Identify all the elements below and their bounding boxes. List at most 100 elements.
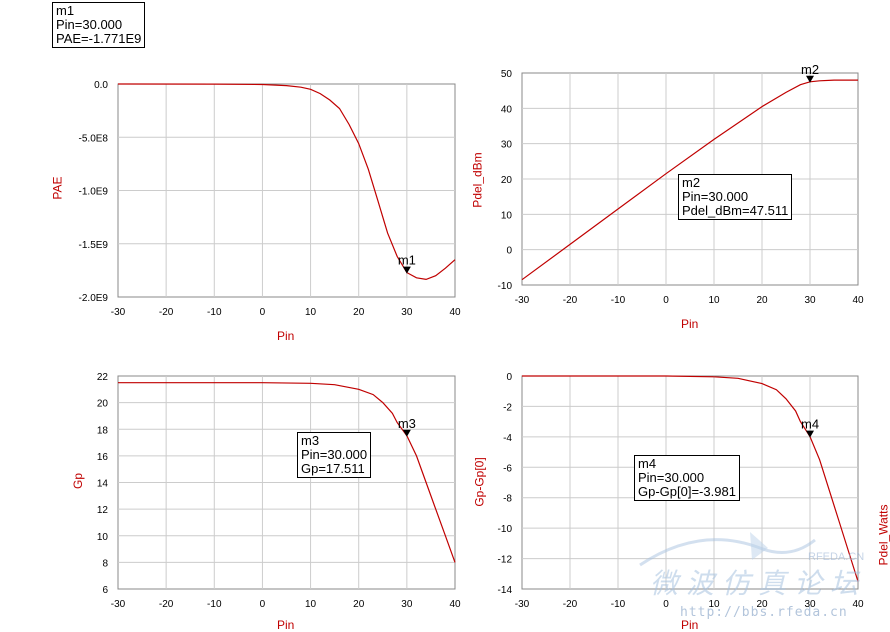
chart3-y-tick-label: 16 (97, 452, 109, 463)
chart4-x-label: Pin (681, 618, 699, 632)
marker-box-line: Pin=30.000 (638, 470, 705, 485)
watermark-logo: 微波仿真论坛 (650, 567, 867, 600)
chart4-y-tick-label: -8 (503, 494, 512, 505)
marker-box-m2[interactable]: m2 Pin=30.000 Pdel_dBm=47.511 (678, 174, 793, 220)
chart2-x-tick-label: -30 (515, 295, 530, 306)
chart4-y-tick-label: -14 (498, 585, 513, 596)
chart1-y-tick-label: -2.0E9 (79, 293, 109, 304)
chart4-x-tick-label: 20 (756, 599, 768, 610)
chart2-y-tick-label: 30 (501, 140, 513, 151)
chart3-x-label: Pin (277, 618, 295, 632)
chart4-y-tick-label: 0 (506, 372, 512, 383)
chart1-x-tick-label: 20 (353, 307, 365, 318)
chart4-y-tick-label: -4 (503, 433, 512, 444)
watermark-small-text: RFEDA.CN (808, 551, 865, 563)
chart4-x-tick-label: 0 (663, 599, 669, 610)
chart3-y-tick-label: 6 (102, 585, 108, 596)
chart1-y-tick-label: -1.5E9 (79, 240, 109, 251)
chart1-y-tick-label: -5.0E8 (79, 133, 109, 144)
chart4-x-tick-label: 40 (852, 599, 864, 610)
chart4-series-line (522, 375, 859, 582)
chart2-y-tick-label: 40 (501, 104, 513, 115)
chart1-x-tick-label: -10 (207, 307, 222, 318)
chart2-x-label: Pin (681, 317, 699, 331)
chart1-x-tick-label: 30 (401, 307, 413, 318)
chart2-y-tick-label: 10 (501, 210, 513, 221)
chart1-x-tick-label: 10 (305, 307, 317, 318)
chart2-x-tick-label: 30 (804, 295, 816, 306)
chart2-y-tick-label: -10 (498, 281, 513, 292)
chart1-x-tick-label: 0 (260, 307, 266, 318)
chart4-x-tick-label: 30 (804, 599, 816, 610)
chart3-x-tick-label: 0 (260, 599, 266, 610)
marker-box-line: Gp-Gp[0]=-3.981 (638, 484, 736, 499)
chart2-x-tick-label: -20 (563, 295, 578, 306)
chart4-y-label: Gp-Gp[0] (472, 457, 487, 507)
marker-box-line: Pdel_dBm=47.511 (682, 203, 789, 218)
marker-box-m1[interactable]: m1 Pin=30.000 PAE=-1.771E9 (52, 2, 146, 48)
chart4-x-tick-label: -20 (563, 599, 578, 610)
chart2-y-tick-label: 0 (506, 246, 512, 257)
marker-box-line: m1 (56, 3, 75, 18)
chart1-y-tick-label: -1.0E9 (79, 187, 109, 198)
chart3-x-tick-label: 20 (353, 599, 365, 610)
chart2-y-tick-label: 50 (501, 69, 513, 80)
chart1-series-line (117, 83, 456, 281)
chart3-y-tick-label: 10 (97, 532, 109, 543)
marker-box-line: Pin=30.000 (682, 189, 749, 204)
chart3-x-tick-label: 30 (401, 599, 413, 610)
chart2-marker-triangle (806, 75, 814, 83)
chart4-y-tick-label: -12 (498, 555, 513, 566)
marker-box-line: m2 (682, 175, 701, 190)
chart3-y-tick-label: 12 (97, 505, 109, 516)
chart1-y-tick-label: 0.0 (94, 80, 108, 91)
chart1-x-tick-label: 40 (449, 307, 461, 318)
chart1-marker-label: m1 (398, 253, 416, 268)
watermark-bird-icon (750, 532, 768, 560)
chart3-marker-triangle (402, 429, 411, 437)
chart2-x-tick-label: 20 (756, 295, 768, 306)
chart1-x-label: Pin (277, 329, 295, 343)
watermark-url: http://bbs.rfeda.cn (680, 605, 848, 620)
marker-box-line: Pin=30.000 (301, 447, 368, 462)
chart4-x-tick-label: 10 (708, 599, 720, 610)
marker-box-line: Gp=17.511 (301, 461, 365, 476)
chart2-x-tick-label: 0 (663, 295, 669, 306)
chart3-x-tick-label: 10 (305, 599, 317, 610)
chart3-x-tick-label: -20 (159, 599, 174, 610)
chart4-x-tick-label: -30 (515, 599, 530, 610)
chart2-x-tick-label: 10 (708, 295, 720, 306)
chart2-y-tick-label: 20 (501, 175, 513, 186)
chart2-series-line (521, 79, 858, 281)
chart3-x-tick-label: -10 (207, 599, 222, 610)
chart3-y-tick-label: 22 (97, 372, 109, 383)
chart4-y-tick-label: -2 (503, 402, 512, 413)
chart2-y-label: Pdel_dBm (470, 152, 485, 208)
chart1-x-tick-label: -30 (111, 307, 126, 318)
chart3-y-tick-label: 18 (97, 425, 109, 436)
chart4-y-tick-label: -10 (498, 524, 513, 535)
chart2-x-tick-label: 40 (852, 295, 864, 306)
marker-box-m3[interactable]: m3 Pin=30.000 Gp=17.511 (297, 432, 372, 478)
chart1-marker-triangle (402, 266, 411, 274)
chart3-y-tick-label: 8 (102, 558, 108, 569)
marker-box-line: PAE=-1.771E9 (56, 31, 142, 46)
marker-box-line: Pin=30.000 (56, 17, 123, 32)
chart3-marker-label: m3 (398, 416, 416, 431)
chart3-y-tick-label: 14 (97, 479, 109, 490)
chart3-series-line (118, 382, 456, 563)
chart3-x-tick-label: 40 (449, 599, 461, 610)
chart1-x-tick-label: -20 (159, 307, 174, 318)
watermark-swoosh (639, 538, 816, 567)
chart2-x-tick-label: -10 (611, 295, 626, 306)
chart4-y-tick-label: -6 (503, 463, 512, 474)
marker-box-line: m3 (301, 433, 320, 448)
marker-box-m4[interactable]: m4 Pin=30.000 Gp-Gp[0]=-3.981 (634, 455, 740, 501)
chart2-marker-label: m2 (801, 62, 819, 77)
chart3-y-tick-label: 20 (97, 399, 109, 410)
chart3-x-tick-label: -30 (111, 599, 126, 610)
chart4-marker-label: m4 (801, 417, 819, 432)
chart3-y-label: Gp (71, 472, 86, 490)
chart4-marker-triangle (806, 430, 814, 438)
